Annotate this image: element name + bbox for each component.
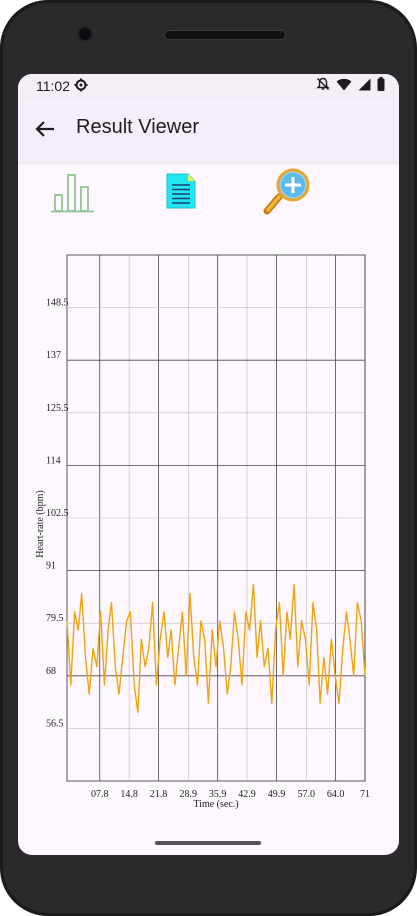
heart-rate-chart-svg: 07.8 14.8 21.8 28.9 35.9 42.9 49.9 57.0 64.0 71 56… [35, 254, 370, 810]
wifi-icon [336, 78, 352, 90]
y-tick-label: 102.5 [46, 508, 69, 519]
zoom-in-icon[interactable] [261, 167, 313, 217]
x-axis-label: Time (sec.) [193, 799, 238, 810]
heart-rate-chart: 07.8 14.8 21.8 28.9 35.9 42.9 49.9 57.0 64.0 71 56… [18, 239, 399, 819]
x-tick-label: 49.9 [268, 789, 286, 800]
status-bar: 11:02 [18, 74, 399, 98]
y-tick-label: 114 [46, 455, 61, 466]
y-tick-label: 148.5 [46, 298, 69, 309]
heart-rate-series-line [66, 583, 366, 714]
gesture-nav-handle[interactable] [155, 841, 261, 845]
y-tick-label: 56.5 [46, 718, 64, 729]
x-tick-label: 07.8 [91, 789, 109, 800]
x-tick-label: 42.9 [238, 789, 256, 800]
y-axis-label: Heart-rate (bpm) [35, 490, 46, 557]
front-camera [79, 28, 91, 40]
x-tick-label: 21.8 [150, 789, 168, 800]
x-tick-label: 64.0 [327, 789, 345, 800]
y-tick-label: 79.5 [46, 613, 64, 624]
x-tick-label: 28.9 [180, 789, 198, 800]
x-tick-label: 35.9 [209, 789, 227, 800]
status-time: 11:02 [36, 78, 70, 94]
y-tick-label: 137 [46, 350, 61, 361]
battery-icon [377, 77, 385, 91]
app-screen: 11:02 [18, 74, 399, 855]
page-title: Result Viewer [76, 116, 200, 138]
top-app-bar: Result Viewer [18, 98, 399, 162]
x-tick-label: 57.0 [297, 789, 315, 800]
notifications-muted-icon [316, 77, 330, 90]
x-tick-label: 14.8 [120, 789, 138, 800]
back-arrow-icon[interactable] [32, 116, 58, 142]
document-icon[interactable] [163, 171, 199, 211]
cell-signal-icon [358, 78, 371, 90]
bar-chart-icon[interactable] [50, 167, 96, 213]
y-tick-label: 91 [46, 561, 56, 572]
y-tick-label: 68 [46, 666, 56, 677]
earpiece-speaker [164, 30, 286, 40]
x-tick-label: 71 [360, 789, 370, 800]
y-tick-label: 125.5 [46, 403, 69, 414]
settings-gear-icon [74, 78, 88, 92]
